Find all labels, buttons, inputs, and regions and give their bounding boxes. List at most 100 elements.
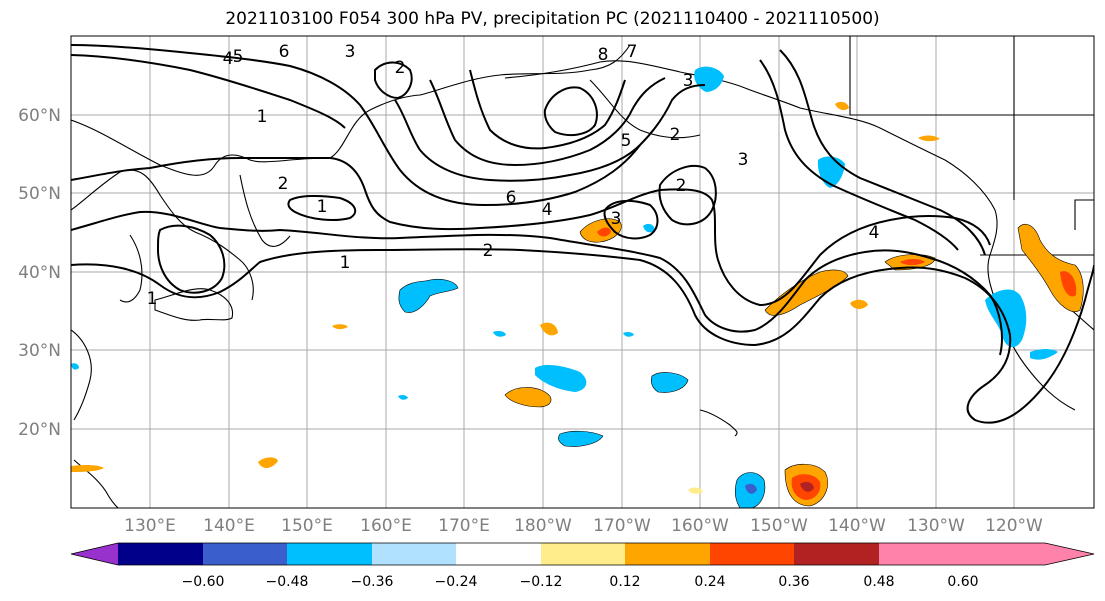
precip-positive-area <box>918 135 940 142</box>
contour-label: 1 <box>317 197 328 217</box>
precip-positive-area <box>850 299 868 309</box>
korea-coast <box>119 234 143 303</box>
contour-label: 3 <box>738 150 749 170</box>
pv-contour-7 <box>71 44 641 207</box>
contour-label: 1 <box>257 107 268 127</box>
pv-contour-6 <box>469 69 626 150</box>
colorbar: −0.60 −0.48 −0.36 −0.24 −0.12 0.12 0.24 … <box>70 542 1095 590</box>
colorbar-tick-label: 0.48 <box>863 574 894 590</box>
precip-negative-area <box>650 372 689 393</box>
precip-positive-area <box>332 324 348 330</box>
contour-label: 3 <box>683 71 694 91</box>
colorbar-tick-label: −0.60 <box>182 574 225 590</box>
pv-contour-1 <box>71 248 1094 424</box>
longitude-label: 150°W <box>750 516 808 536</box>
colorbar-extend-min <box>71 543 118 565</box>
colorbar-extend-max <box>879 543 1094 565</box>
longitude-label: 140°E <box>203 516 255 536</box>
precip-negative-area <box>493 331 506 337</box>
precip-very-strong-positive-area <box>800 481 814 492</box>
colorbar-segment <box>794 543 879 565</box>
longitude-label: 120°W <box>985 516 1043 536</box>
japan-coast <box>154 288 234 321</box>
pv-contour-closed-okhotsk <box>374 61 413 100</box>
colorbar-tick-label: −0.48 <box>266 574 309 590</box>
pv-contour-closed <box>543 86 598 137</box>
longitude-label: 160°W <box>671 516 729 536</box>
china-coast <box>71 329 92 421</box>
latitude-label: 40°N <box>18 263 61 283</box>
sakhalin-coast <box>239 174 291 247</box>
asia-north-coast <box>71 44 631 176</box>
precip-strong-positive-area <box>900 259 925 265</box>
longitude-axis: 130°E 140°E 150°E 160°E 170°E 180°W 170°… <box>124 516 1043 536</box>
map-title: 2021103100 F054 300 hPa PV, precipitatio… <box>225 9 880 29</box>
longitude-label: 180°W <box>514 516 572 536</box>
contour-label: 2 <box>670 125 681 145</box>
precip-negative-area <box>558 430 604 447</box>
longitude-label: 140°W <box>828 516 886 536</box>
precipitation-shading <box>71 66 1084 508</box>
contour-label: 4 <box>542 200 553 220</box>
precip-strong-positive-area <box>1060 271 1077 297</box>
pv-contour-closed-1 <box>287 194 357 221</box>
colorbar-tick-label: 0.12 <box>609 574 640 590</box>
contour-label: 2 <box>676 176 687 196</box>
map-frame <box>70 35 1095 509</box>
pv-contour-8 <box>71 54 346 129</box>
colorbar-tick-label: −0.12 <box>520 574 563 590</box>
precip-negative-area <box>398 278 459 313</box>
pv-contour-10 <box>759 59 959 251</box>
map-panel: 4 5 6 3 2 8 7 3 5 2 3 1 2 1 6 4 3 2 2 1 … <box>70 35 1095 509</box>
precip-negative-area <box>1030 349 1058 360</box>
longitude-label: 150°E <box>281 516 333 536</box>
pv-contour-9 <box>779 49 986 256</box>
precip-negative-area <box>623 331 634 337</box>
longitude-label: 170°E <box>438 516 490 536</box>
colorbar-segment <box>625 543 710 565</box>
longitude-label: 160°E <box>360 516 412 536</box>
alaska-peninsula-coast <box>589 79 701 139</box>
precip-positive-area <box>258 457 278 469</box>
colorbar-segment <box>118 543 203 565</box>
national-borders <box>849 36 1094 230</box>
longitude-label: 130°E <box>124 516 176 536</box>
contour-label: 6 <box>506 188 517 208</box>
contour-label: 4 <box>223 49 234 69</box>
hawaii-coast <box>699 409 738 437</box>
colorbar-tick-label: 0.36 <box>778 574 809 590</box>
pv-contour-closed-2 <box>658 165 717 226</box>
precip-positive-area <box>504 387 552 408</box>
precip-negative-area <box>71 363 79 370</box>
contour-label: 2 <box>483 241 494 261</box>
contour-label: 2 <box>278 174 289 194</box>
colorbar-tick-label: −0.24 <box>435 574 478 590</box>
precip-negative-area <box>398 394 408 400</box>
pv-contour-5 <box>429 77 666 167</box>
latitude-label: 20°N <box>18 420 61 440</box>
precip-weak-positive-area <box>688 487 703 494</box>
colorbar-segment <box>541 543 625 565</box>
latitude-axis: 60°N 50°N 40°N 30°N 20°N <box>18 106 61 440</box>
colorbar-tick-label: 0.60 <box>947 574 978 590</box>
colorbar-segment <box>372 543 456 565</box>
contour-label: 5 <box>233 47 244 67</box>
precip-negative-area <box>535 365 587 392</box>
precip-positive-area <box>835 101 849 111</box>
pv-contour-closed-japan <box>156 224 226 294</box>
pv-contour-4 <box>394 84 706 182</box>
colorbar-tick-label: −0.36 <box>351 574 394 590</box>
precip-strong-negative-area <box>745 483 757 494</box>
contour-label: 4 <box>869 223 880 243</box>
contour-label: 6 <box>279 42 290 62</box>
contour-label: 2 <box>395 58 406 78</box>
colorbar-outline <box>70 542 1095 566</box>
latitude-label: 60°N <box>18 106 61 126</box>
pv-contour-2 <box>71 210 1003 356</box>
precip-strong-positive-area <box>597 227 611 237</box>
colorbar-segment <box>203 543 287 565</box>
colorbar-segment <box>456 543 541 565</box>
contour-label: 3 <box>345 42 356 62</box>
precip-positive-area <box>71 464 104 472</box>
